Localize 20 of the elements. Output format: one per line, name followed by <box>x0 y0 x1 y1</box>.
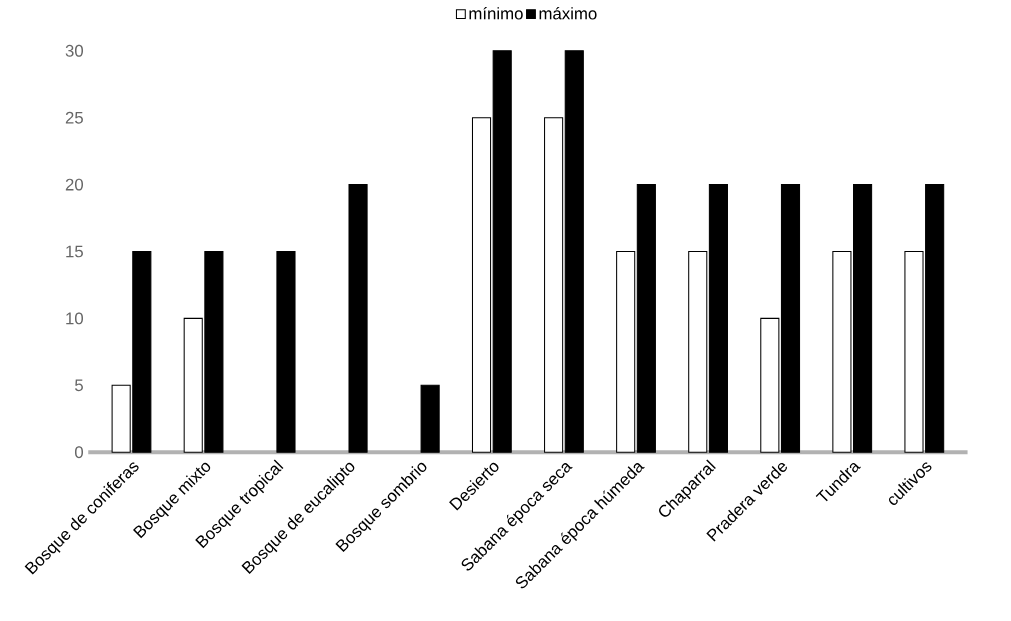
y-tick-label: 30 <box>65 44 84 57</box>
bar <box>636 183 656 453</box>
y-tick-label: 10 <box>66 312 84 325</box>
bar <box>420 384 440 453</box>
legend-label: mínimo <box>469 6 523 20</box>
y-tick-label: 0 <box>74 446 84 458</box>
bar <box>276 250 296 453</box>
bar <box>708 183 728 453</box>
y-tick-label: 5 <box>75 379 83 392</box>
bar <box>564 50 584 453</box>
bar <box>544 117 564 453</box>
bar <box>471 117 492 453</box>
bar <box>688 250 708 453</box>
bar <box>616 250 636 453</box>
bar <box>348 183 368 453</box>
y-tick-label: 20 <box>65 178 84 191</box>
y-tick-label: 25 <box>65 111 83 124</box>
y-tick-label: 15 <box>66 245 83 258</box>
bar <box>492 50 512 453</box>
legend-label: máximo <box>539 6 597 20</box>
